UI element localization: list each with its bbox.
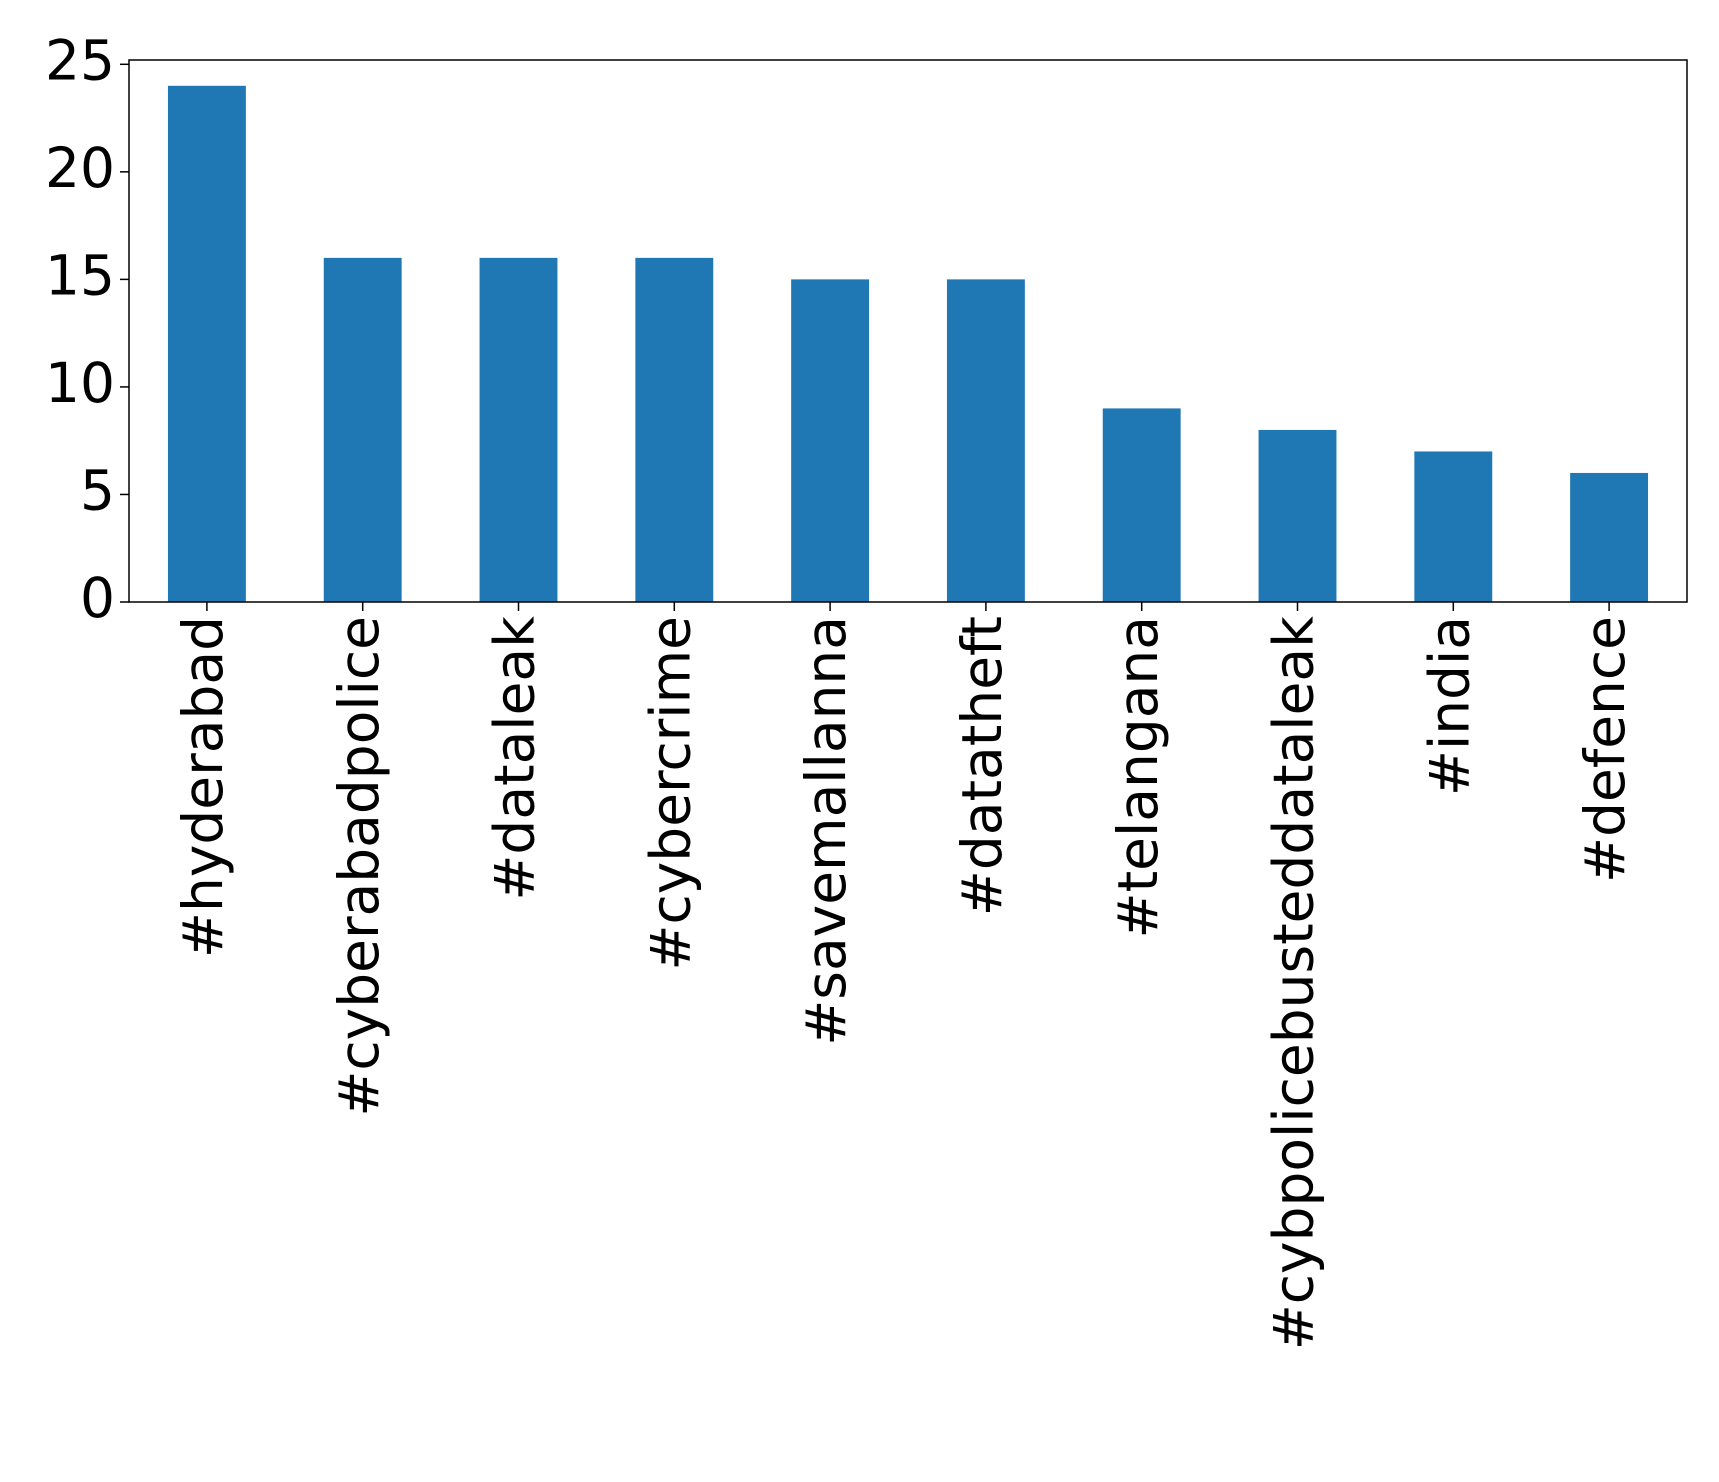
bar [946,279,1025,602]
bar [791,279,870,602]
y-tick-label: 10 [45,351,115,415]
x-tick-label: #cybpolicebusteddataleak [1262,616,1326,1350]
x-tick-label: #dataleak [483,616,547,901]
bar [1570,472,1649,602]
plot-frame [128,59,1688,603]
bar [1102,408,1181,602]
y-tick-label: 25 [45,28,115,92]
bar [1258,429,1337,602]
x-tick-label: #cybercrime [638,616,702,971]
y-tick-label: 20 [45,136,115,200]
x-tick-label: #savemallanna [794,616,858,1046]
x-tick-label: #india [1417,616,1481,796]
x-tick-label: #defence [1573,616,1637,883]
y-tick-label: 15 [45,244,115,308]
y-tick-label: 0 [80,566,115,630]
x-tick-label: #cyberabadpolice [327,616,391,1117]
x-tick-label: #datatheft [950,616,1014,916]
bar [167,85,246,603]
x-tick-label: #telangana [1106,616,1170,939]
bar [323,257,402,602]
y-tick-label: 5 [80,459,115,523]
x-tick-label: #hyderabad [171,616,235,958]
bar [1414,451,1493,602]
bar [479,257,558,602]
bar [635,257,714,602]
